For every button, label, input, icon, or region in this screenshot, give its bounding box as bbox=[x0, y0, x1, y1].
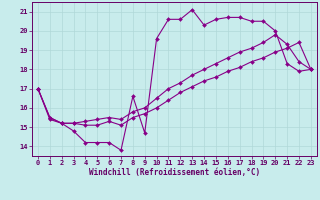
X-axis label: Windchill (Refroidissement éolien,°C): Windchill (Refroidissement éolien,°C) bbox=[89, 168, 260, 177]
